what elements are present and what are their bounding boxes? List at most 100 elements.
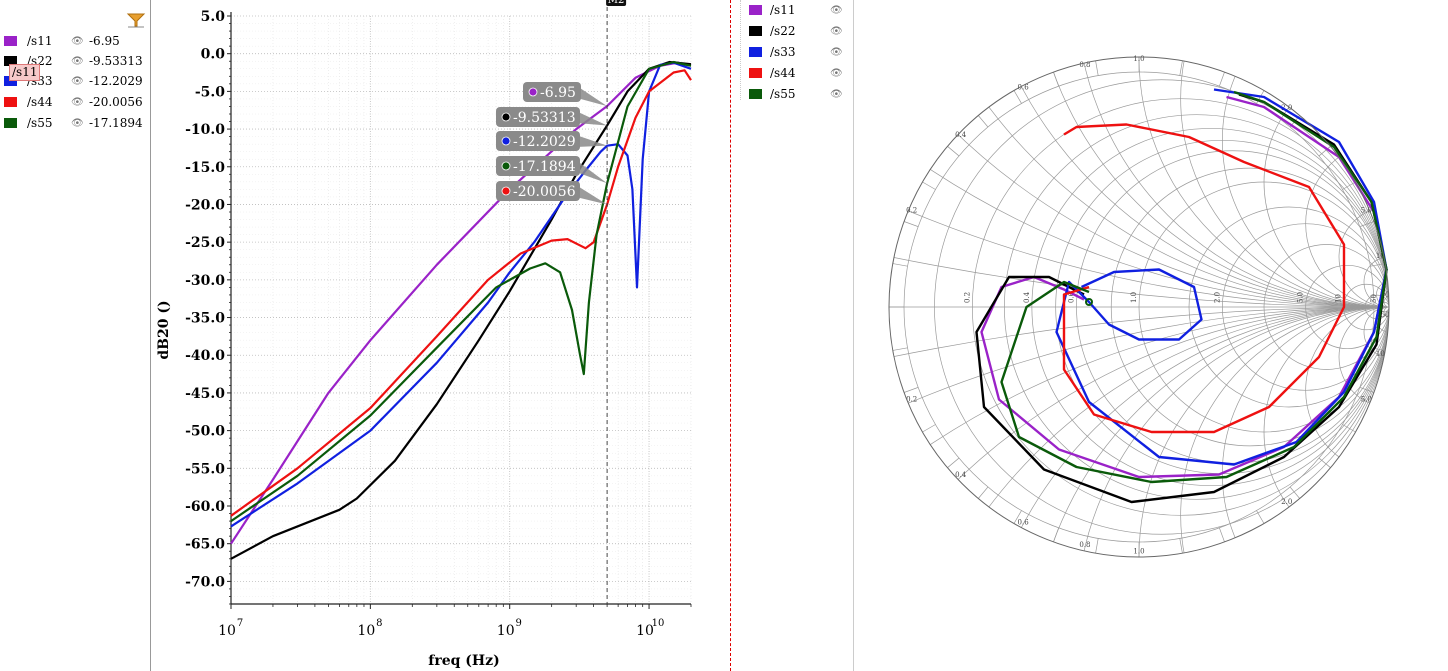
marker-flag[interactable] xyxy=(606,0,627,6)
y-tick-label: -25.0 xyxy=(185,235,225,251)
series-line-s22[interactable] xyxy=(230,60,692,560)
legend-item-s44[interactable]: /s44 👁 -20.0056 xyxy=(4,94,143,110)
legend-name: /s11 xyxy=(27,34,53,48)
reactance-arc xyxy=(971,57,1389,308)
marker-value-box[interactable] xyxy=(523,82,581,102)
reactance-label: 2.0 xyxy=(1281,498,1292,506)
s33-color-swatch xyxy=(4,76,17,86)
outer-scale-tick xyxy=(1318,457,1331,468)
marker-value-label: -12.2029 xyxy=(513,134,576,150)
db-magnitude-chart: 5.0 0.0 -5.0 -10.0 -15.0 -20.0 -25.0 -30.0 -35.0… xyxy=(156,0,692,669)
legend-item-s11[interactable]: /s11 👁 xyxy=(749,2,843,18)
smith-trace-s44[interactable] xyxy=(1062,123,1346,434)
chart-grid xyxy=(230,15,692,605)
eye-icon[interactable]: 👁 xyxy=(71,96,84,108)
legend-item-s55[interactable]: /s55 👁 xyxy=(749,86,843,102)
marker-value-box[interactable] xyxy=(496,131,580,151)
reactance-label: 0.8 xyxy=(1079,61,1090,69)
y-tick-label: -5.0 xyxy=(195,84,225,100)
series-line-s11[interactable] xyxy=(230,61,692,545)
reactance-label: 0.6 xyxy=(1018,84,1030,92)
legend-name: /s44 xyxy=(770,66,796,80)
outer-scale-tick xyxy=(1095,538,1099,554)
outer-scale-tick xyxy=(1256,510,1265,524)
outer-scale-tick xyxy=(1095,60,1099,76)
outer-scale-tick xyxy=(1219,71,1225,87)
eye-icon[interactable]: 👁 xyxy=(71,55,84,67)
reactance-arc xyxy=(889,57,1389,308)
legend-name: /s55 xyxy=(27,116,53,130)
series-line-s44[interactable] xyxy=(230,69,692,517)
eye-icon[interactable]: 👁 xyxy=(830,67,843,79)
panel-divider[interactable] xyxy=(853,0,854,671)
outer-scale-tick xyxy=(1359,387,1375,393)
legend-item-s44[interactable]: /s44 👁 xyxy=(749,65,843,81)
x-tick-exponent: 7 xyxy=(237,618,243,629)
y-tick-label: -65.0 xyxy=(185,537,225,553)
reactance-label: 0.4 xyxy=(955,131,967,139)
marker-value-box[interactable] xyxy=(496,181,580,201)
reactance-arc xyxy=(1383,296,1389,308)
outer-scale-tick xyxy=(892,263,908,267)
legend-name: /s22 xyxy=(770,24,796,38)
smith-trace-s55[interactable] xyxy=(1000,90,1388,484)
marker-callout-pointer xyxy=(577,86,608,107)
reactance-arc xyxy=(889,57,1389,308)
outer-scale-tick xyxy=(1179,60,1183,76)
marker-group[interactable]: M2 -6.95 -9.53313 -12.2029 -17.1894 -20.0056 xyxy=(496,0,627,604)
legend-value: -17.1894 xyxy=(89,116,143,130)
reactance-arc xyxy=(1376,281,1389,308)
marker-series-dot xyxy=(501,136,511,146)
filter-icon[interactable] xyxy=(126,12,146,28)
eye-icon[interactable]: 👁 xyxy=(71,117,84,129)
eye-icon[interactable]: 👁 xyxy=(71,75,84,87)
outer-scale-tick xyxy=(1053,71,1059,87)
panel-divider[interactable] xyxy=(150,0,151,671)
legend-item-s11[interactable]: /s11 👁 -6.95 xyxy=(4,33,120,49)
reactance-arc xyxy=(1363,256,1389,308)
legend-item-s22[interactable]: /s22 👁 xyxy=(749,23,843,39)
y-tick-label: -15.0 xyxy=(185,160,225,176)
series-line-s55[interactable] xyxy=(230,60,692,523)
marker-series-dot xyxy=(501,161,511,171)
reactance-arc xyxy=(1338,306,1389,408)
chart-axes: 5.0 0.0 -5.0 -10.0 -15.0 -20.0 -25.0 -30.0 -35.0… xyxy=(185,9,692,639)
y-tick-label: -45.0 xyxy=(185,386,225,402)
smith-grid xyxy=(889,57,1389,557)
outer-scale-tick xyxy=(978,115,989,128)
reactance-arc xyxy=(1383,306,1389,318)
series-line-s33[interactable] xyxy=(230,61,692,528)
outer-scale-tick xyxy=(1359,221,1375,227)
smith-trace-s33[interactable] xyxy=(1055,88,1388,466)
legend-item-s33[interactable]: /s33 👁 xyxy=(749,44,843,60)
legend-value: -9.53313 xyxy=(89,54,143,68)
reactance-arc xyxy=(1180,306,1389,557)
legend-value: -6.95 xyxy=(89,34,120,48)
eye-icon[interactable]: 👁 xyxy=(830,25,843,37)
marker-series-dot xyxy=(528,87,538,97)
marker-value-box[interactable] xyxy=(496,107,580,127)
outer-scale-tick xyxy=(1053,527,1059,543)
reactance-label: 5.0 xyxy=(1361,396,1372,404)
smith-grid-labels: 0.2 0.4 0.6 1.0 2.0 5.0 10 50 0.2 0.2 0.4 0.4 0.6 0.6… xyxy=(906,55,1389,556)
reactance-arc xyxy=(1180,57,1389,308)
reactance-label: 50 xyxy=(1381,311,1390,319)
eye-icon[interactable]: 👁 xyxy=(830,46,843,58)
legend-item-s55[interactable]: /s55 👁 -17.1894 xyxy=(4,115,143,131)
marker-value-box[interactable] xyxy=(496,156,580,176)
outer-scale-tick xyxy=(892,347,908,351)
pane-divider[interactable] xyxy=(730,0,731,671)
y-tick-label: -60.0 xyxy=(185,499,225,515)
eye-icon[interactable]: 👁 xyxy=(830,4,843,16)
reactance-label: 0.4 xyxy=(955,471,967,479)
s55-color-swatch xyxy=(749,89,762,99)
reactance-arc xyxy=(889,57,1389,308)
eye-icon[interactable]: 👁 xyxy=(71,35,84,47)
eye-icon[interactable]: 👁 xyxy=(830,88,843,100)
outer-scale-tick xyxy=(1289,486,1300,499)
hover-tooltip: /s11 xyxy=(9,64,41,81)
x-tick-label: 10 xyxy=(636,623,654,639)
right-legend-panel: /s11 👁 /s22 👁 /s33 👁 /s44 👁 /s55 👁 xyxy=(740,0,851,102)
x-tick-label: 10 xyxy=(497,623,515,639)
reactance-label: 50 xyxy=(1381,291,1390,299)
